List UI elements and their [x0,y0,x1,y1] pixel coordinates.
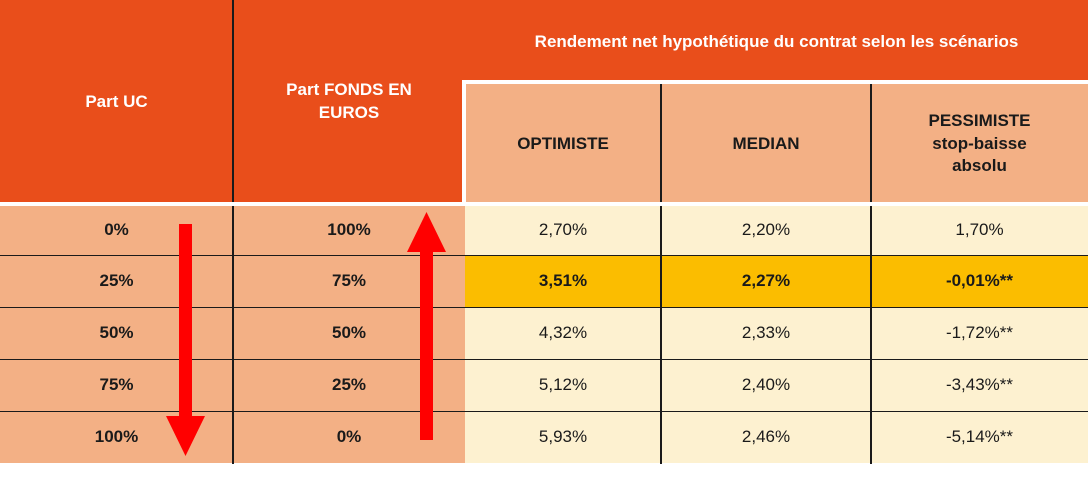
cell-optimiste-value: 5,93% [538,427,588,447]
header-scenarios-title: Rendement net hypothétique du contrat se… [465,0,1088,84]
cell-part-fonds-value: 25% [331,375,367,395]
cell-part-uc-value: 25% [99,271,134,291]
scenarios-title-label: Rendement net hypothétique du contrat se… [534,31,1019,51]
grid-line [870,84,872,464]
header-pessimiste-line1: PESSIMISTE [928,110,1031,130]
separator-line [462,80,466,206]
cell-optimiste-value: 5,12% [538,375,588,395]
cell-median-value: 2,46% [741,427,791,447]
cell-pessimiste-value: 1,70% [955,220,1004,240]
cell-pessimiste-value: -1,72%** [945,323,1014,343]
cell-part-uc-value: 75% [99,375,134,395]
grid-line [0,255,465,256]
cell-part-uc: 50% [0,308,233,359]
cell-optimiste: 3,51% [465,256,661,307]
cell-pessimiste: -3,43%** [871,360,1088,411]
up-arrow-icon [407,212,446,440]
header-part-fonds-line1: Part FONDS EN [286,80,412,100]
cell-part-uc: 0% [0,206,233,255]
cell-pessimiste-value: -0,01%** [945,271,1014,291]
cell-pessimiste: -5,14%** [871,412,1088,463]
header-part-uc: Part UC [0,0,233,204]
separator-line [462,80,1088,84]
header-optimiste: OPTIMISTE [465,84,661,204]
cell-pessimiste: -1,72%** [871,308,1088,359]
cell-part-uc: 75% [0,360,233,411]
cell-median: 2,27% [661,256,871,307]
cell-median-value: 2,40% [741,375,791,395]
down-arrow-icon [166,224,205,456]
cell-median: 2,46% [661,412,871,463]
header-median: MEDIAN [661,84,871,204]
cell-median-value: 2,27% [741,271,791,291]
grid-line [0,411,465,412]
grid-line [465,255,1088,256]
cell-median: 2,33% [661,308,871,359]
cell-part-uc-value: 100% [94,427,139,447]
header-pessimiste-line2: stop-baisse [932,133,1027,153]
cell-optimiste-value: 4,32% [538,323,588,343]
grid-line [0,307,465,308]
cell-part-uc: 25% [0,256,233,307]
header-part-fonds: Part FONDS EN EUROS [233,0,465,204]
cell-median-value: 2,20% [741,220,791,240]
separator-line [0,202,1088,206]
cell-part-fonds-value: 100% [327,220,371,240]
cell-pessimiste: -0,01%** [871,256,1088,307]
header-pessimiste: PESSIMISTE stop-baisse absolu [871,84,1088,204]
cell-pessimiste-value: -3,43%** [945,375,1014,395]
grid-line [465,359,1088,360]
header-part-uc-label: Part UC [85,91,148,111]
cell-optimiste-value: 2,70% [538,220,588,240]
grid-line [660,84,662,464]
grid-line [0,359,465,360]
grid-line [465,411,1088,412]
grid-line [232,0,234,464]
cell-part-uc-value: 50% [99,323,134,343]
header-median-label: MEDIAN [732,133,800,153]
cell-pessimiste: 1,70% [871,206,1088,255]
cell-part-fonds-value: 75% [331,271,367,291]
cell-median-value: 2,33% [741,323,791,343]
cell-optimiste: 4,32% [465,308,661,359]
cell-optimiste: 5,12% [465,360,661,411]
header-part-fonds-line2: EUROS [318,103,380,122]
cell-part-uc-value: 0% [104,220,129,240]
cell-part-fonds-value: 0% [336,427,362,447]
cell-pessimiste-value: -5,14%** [945,427,1014,447]
cell-part-fonds-value: 50% [331,323,367,343]
cell-optimiste: 5,93% [465,412,661,463]
cell-optimiste-value: 3,51% [538,271,588,291]
header-pessimiste-line3: absolu [952,156,1007,176]
grid-line [465,307,1088,308]
header-optimiste-label: OPTIMISTE [517,133,609,153]
cell-median: 2,20% [661,206,871,255]
cell-optimiste: 2,70% [465,206,661,255]
cell-median: 2,40% [661,360,871,411]
